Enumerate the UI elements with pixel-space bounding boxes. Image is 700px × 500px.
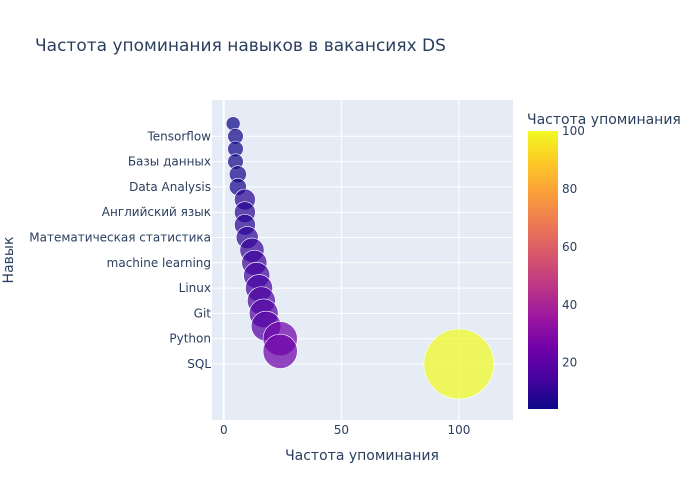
colorbar-title: Частота упоминания (527, 112, 681, 128)
bubble-point[interactable] (423, 328, 495, 400)
y-tick-label: Английский язык (102, 205, 211, 219)
x-tick-label: 100 (447, 423, 470, 437)
y-tick-label: Python (169, 332, 211, 346)
colorbar-tick-label: 40 (562, 298, 577, 312)
x-tick-label: 50 (334, 423, 349, 437)
y-tick-label: Базы данных (128, 155, 211, 169)
colorbar-tick-label: 60 (562, 240, 577, 254)
x-axis-ticks: 0 50 100 (220, 423, 470, 437)
y-axis-ticks: Tensorflow Базы данных Data Analysis Англий… (29, 129, 211, 371)
colorbar-tick-label: 20 (562, 356, 577, 370)
y-tick-label: Data Analysis (129, 180, 211, 194)
colorbar-tick-label: 100 (562, 124, 585, 138)
y-tick-label: machine learning (107, 256, 211, 270)
chart-title: Частота упоминания навыков в вакансиях D… (35, 36, 446, 56)
x-axis-label: Частота упоминания (285, 448, 439, 464)
bubbles (225, 116, 495, 400)
colorbar-ticks: 20 40 60 80 100 (562, 124, 585, 370)
y-tick-label: Linux (179, 281, 211, 295)
x-tick-label: 0 (220, 423, 228, 437)
y-axis-label: Навык (1, 237, 17, 284)
bubble-point[interactable] (262, 333, 298, 369)
colorbar-tick-label: 80 (562, 182, 577, 196)
y-tick-label: SQL (187, 357, 211, 371)
y-tick-label: Tensorflow (146, 129, 211, 143)
colorbar (528, 131, 558, 409)
y-tick-label: Математическая статистика (29, 231, 211, 245)
y-tick-label: Git (194, 306, 212, 320)
